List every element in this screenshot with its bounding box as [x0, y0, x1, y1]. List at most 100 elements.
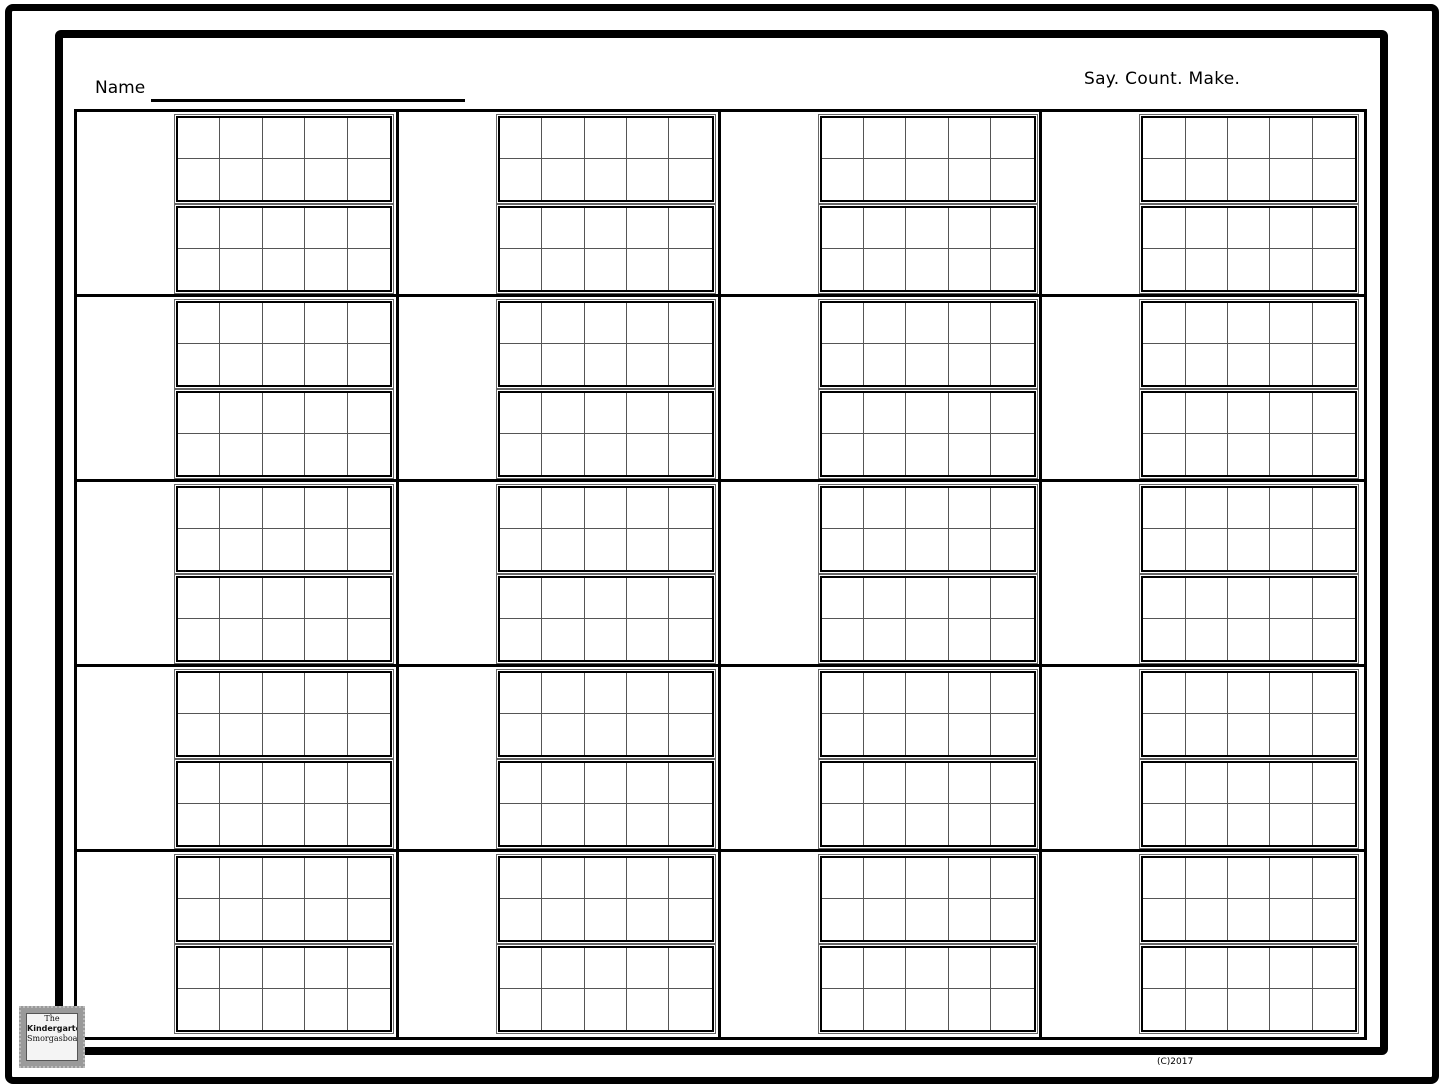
ten-frame-box[interactable]	[991, 488, 1034, 529]
ten-frame-box[interactable]	[220, 434, 263, 475]
ten-frame-box[interactable]	[1186, 714, 1229, 755]
ten-frame-box[interactable]	[178, 714, 221, 755]
ten-frame-box[interactable]	[906, 344, 949, 385]
ten-frame-box[interactable]	[669, 118, 712, 159]
ten-frame-box[interactable]	[178, 529, 221, 570]
ten-frame-box[interactable]	[500, 899, 543, 940]
ten-frame-box[interactable]	[305, 303, 348, 344]
ten-frame-box[interactable]	[627, 804, 670, 845]
ten-frame-box[interactable]	[1143, 948, 1186, 989]
ten-frame-box[interactable]	[542, 763, 585, 804]
ten-frame-box[interactable]	[542, 529, 585, 570]
ten-frame-box[interactable]	[906, 804, 949, 845]
ten-frame-box[interactable]	[1143, 989, 1186, 1030]
answer-cell[interactable]	[1042, 297, 1364, 482]
ten-frame-box[interactable]	[906, 434, 949, 475]
ten-frame-box[interactable]	[542, 208, 585, 249]
ten-frame-box[interactable]	[864, 344, 907, 385]
ten-frame-box[interactable]	[262, 488, 306, 529]
ten-frame-box[interactable]	[669, 714, 711, 755]
ten-frame-box[interactable]	[949, 434, 992, 475]
ten-frame-box[interactable]	[1270, 208, 1313, 249]
ten-frame-box[interactable]	[263, 344, 306, 385]
ten-frame-box[interactable]	[1270, 344, 1313, 385]
answer-cell[interactable]	[720, 667, 1043, 852]
ten-frame-box[interactable]	[821, 948, 864, 989]
ten-frame-box[interactable]	[347, 763, 390, 804]
ten-frame-box[interactable]	[584, 578, 627, 619]
ten-frame-box[interactable]	[906, 578, 949, 619]
ten-frame-box[interactable]	[542, 249, 585, 290]
ten-frame-box[interactable]	[263, 159, 306, 200]
ten-frame-box[interactable]	[584, 393, 627, 434]
ten-frame-box[interactable]	[949, 344, 992, 385]
ten-frame-box[interactable]	[220, 673, 263, 714]
ten-frame-box[interactable]	[500, 714, 543, 755]
ten-frame-box[interactable]	[542, 948, 585, 989]
ten-frame-box[interactable]	[1313, 899, 1355, 940]
ten-frame-box[interactable]	[1143, 673, 1186, 714]
ten-frame-box[interactable]	[262, 858, 306, 899]
ten-frame-box[interactable]	[263, 249, 306, 290]
ten-frame-box[interactable]	[348, 249, 390, 290]
ten-frame-box[interactable]	[220, 529, 263, 570]
ten-frame-box[interactable]	[1186, 899, 1229, 940]
ten-frame-box[interactable]	[305, 249, 348, 290]
answer-cell[interactable]	[77, 852, 399, 1037]
ten-frame-box[interactable]	[178, 303, 221, 344]
ten-frame-box[interactable]	[949, 989, 992, 1030]
ten-frame-box[interactable]	[626, 303, 670, 344]
ten-frame-box[interactable]	[584, 118, 627, 159]
ten-frame-box[interactable]	[906, 249, 949, 290]
ten-frame-box[interactable]	[263, 899, 306, 940]
ten-frame-box[interactable]	[499, 393, 543, 434]
ten-frame-box[interactable]	[626, 763, 670, 804]
ten-frame-box[interactable]	[178, 118, 221, 159]
ten-frame-box[interactable]	[499, 118, 543, 159]
ten-frame-box[interactable]	[542, 303, 585, 344]
answer-cell[interactable]	[1042, 482, 1364, 667]
ten-frame-box[interactable]	[1313, 619, 1355, 660]
ten-frame-box[interactable]	[585, 529, 627, 570]
ten-frame-box[interactable]	[822, 344, 864, 385]
ten-frame-box[interactable]	[1228, 619, 1271, 660]
ten-frame-box[interactable]	[584, 673, 627, 714]
ten-frame-box[interactable]	[1185, 763, 1229, 804]
ten-frame-box[interactable]	[220, 858, 263, 899]
ten-frame-box[interactable]	[991, 118, 1034, 159]
ten-frame-box[interactable]	[627, 249, 670, 290]
answer-cell[interactable]	[721, 852, 1043, 1037]
ten-frame-box[interactable]	[220, 763, 263, 804]
ten-frame-box[interactable]	[1270, 619, 1313, 660]
ten-frame-box[interactable]	[1228, 159, 1271, 200]
ten-frame-box[interactable]	[949, 249, 992, 290]
ten-frame-box[interactable]	[584, 208, 627, 249]
ten-frame-box[interactable]	[1312, 208, 1356, 249]
ten-frame-box[interactable]	[821, 578, 864, 619]
ten-frame-box[interactable]	[1143, 578, 1186, 619]
ten-frame-box[interactable]	[669, 488, 712, 529]
ten-frame-box[interactable]	[178, 804, 221, 845]
ten-frame-box[interactable]	[906, 303, 949, 344]
ten-frame-box[interactable]	[1228, 804, 1271, 845]
ten-frame-box[interactable]	[542, 804, 585, 845]
ten-frame-box[interactable]	[348, 434, 390, 475]
ten-frame-box[interactable]	[1313, 434, 1355, 475]
ten-frame-box[interactable]	[821, 118, 864, 159]
ten-frame-box[interactable]	[863, 208, 907, 249]
ten-frame-box[interactable]	[669, 899, 711, 940]
ten-frame-box[interactable]	[822, 899, 864, 940]
ten-frame-box[interactable]	[991, 899, 1033, 940]
ten-frame-box[interactable]	[627, 434, 670, 475]
ten-frame-box[interactable]	[178, 488, 221, 529]
ten-frame-box[interactable]	[584, 303, 627, 344]
ten-frame-box[interactable]	[669, 208, 712, 249]
ten-frame-box[interactable]	[542, 714, 585, 755]
ten-frame-box[interactable]	[626, 118, 670, 159]
ten-frame-box[interactable]	[305, 673, 348, 714]
ten-frame-box[interactable]	[1185, 673, 1229, 714]
ten-frame-box[interactable]	[627, 159, 670, 200]
ten-frame-box[interactable]	[262, 118, 306, 159]
ten-frame-box[interactable]	[863, 488, 907, 529]
answer-cell[interactable]	[398, 667, 721, 852]
